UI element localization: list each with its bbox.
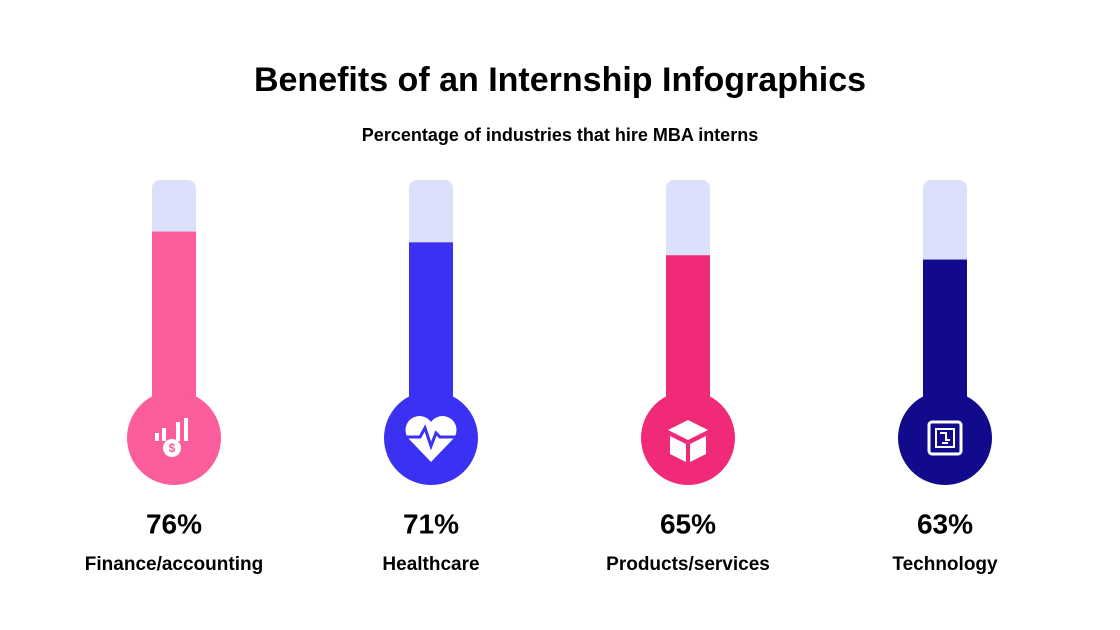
value-label: 71% [403, 508, 459, 539]
category-label: Technology [892, 554, 998, 575]
value-label: 76% [146, 508, 202, 539]
value-label: 65% [660, 508, 716, 539]
products-icon [668, 420, 708, 462]
category-label: Finance/accounting [85, 554, 263, 575]
value-label: 63% [917, 508, 973, 539]
finance-icon: $ [155, 418, 188, 457]
category-label: Healthcare [382, 554, 479, 575]
svg-text:$: $ [169, 441, 176, 455]
tube-fill [923, 259, 967, 415]
technology-icon [927, 420, 963, 456]
chart-subtitle: Percentage of industries that hire MBA i… [362, 125, 758, 145]
icons: $ [155, 415, 963, 462]
chart-title: Benefits of an Internship Infographics [254, 61, 866, 99]
tube-fill [666, 255, 710, 415]
tube-fill [152, 231, 196, 415]
category-label: Products/services [606, 554, 770, 575]
tube-fill [409, 242, 453, 415]
thermometers: 76% Finance/accounting 71% Healthcare 65% Pro… [85, 180, 998, 575]
bulb [127, 391, 221, 485]
healthcare-icon [404, 415, 458, 462]
